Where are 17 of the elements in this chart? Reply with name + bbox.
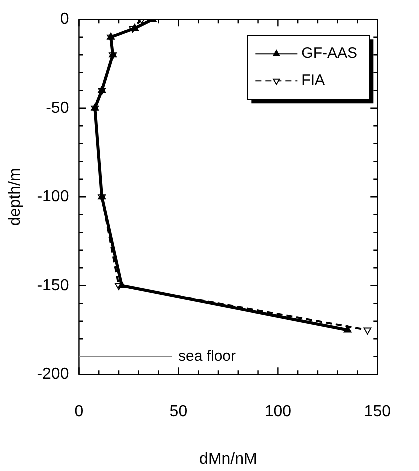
x-tick-label: 100 (264, 404, 292, 421)
y-tick-label: -100 (37, 188, 70, 206)
ref-line-label: sea floor (178, 348, 236, 365)
legend-label: FIA (302, 72, 325, 90)
x-axis-title: dMn/nM (200, 450, 258, 468)
point (98, 192, 106, 200)
legend-label: GF-AAS (302, 45, 358, 62)
y-tick-label: -200 (37, 366, 70, 384)
y-tick-label: -150 (37, 277, 70, 294)
x-tick-label: 150 (364, 404, 392, 421)
y-tick-label: 0 (60, 11, 70, 28)
x-tick-label: 50 (170, 404, 188, 421)
x-tick-label: 0 (74, 404, 84, 421)
point (344, 326, 352, 333)
y-tick-label: -50 (46, 100, 70, 117)
y-axis-title: depth/m (7, 168, 24, 226)
point (118, 281, 126, 288)
